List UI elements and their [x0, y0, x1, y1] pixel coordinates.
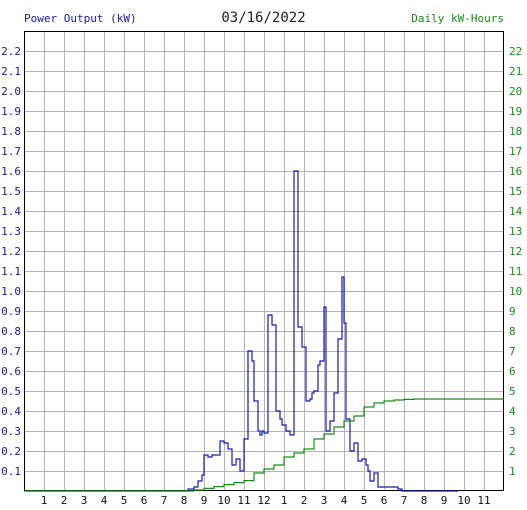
- x-tick-label: 2: [301, 494, 308, 507]
- right-y-tick-label: 21: [509, 65, 522, 78]
- right-axis-title: Daily kW-Hours: [411, 12, 504, 25]
- left-y-tick-label: 0.9: [1, 305, 21, 318]
- right-y-tick-label: 3: [509, 425, 516, 438]
- right-y-tick-label: 20: [509, 85, 522, 98]
- plot-frame: [24, 31, 504, 491]
- x-tick-label: 9: [201, 494, 208, 507]
- left-y-tick-label: 1.7: [1, 145, 21, 158]
- left-y-tick-label: 0.5: [1, 385, 21, 398]
- left-y-tick-label: 0.8: [1, 325, 21, 338]
- x-tick-label: 10: [217, 494, 230, 507]
- right-y-tick-label: 6: [509, 365, 516, 378]
- right-y-tick-label: 13: [509, 225, 522, 238]
- x-tick-label: 12: [257, 494, 270, 507]
- right-y-tick-label: 14: [509, 205, 523, 218]
- x-tick-label: 11: [477, 494, 490, 507]
- left-y-tick-label: 2.1: [1, 65, 21, 78]
- chart-date-title: 03/16/2022: [221, 10, 306, 26]
- left-y-tick-label: 2.0: [1, 85, 21, 98]
- x-tick-label: 7: [161, 494, 168, 507]
- left-y-tick-label: 1.8: [1, 125, 21, 138]
- left-y-tick-label: 0.3: [1, 425, 21, 438]
- x-tick-label: 6: [381, 494, 388, 507]
- right-y-tick-label: 16: [509, 165, 522, 178]
- left-y-tick-label: 0.4: [1, 405, 21, 418]
- left-y-tick-label: 1.6: [1, 165, 21, 178]
- left-y-tick-label: 1.9: [1, 105, 21, 118]
- left-y-tick-label: 2.2: [1, 45, 21, 58]
- right-y-tick-label: 2: [509, 445, 516, 458]
- right-y-tick-label: 10: [509, 285, 522, 298]
- x-tick-label: 10: [457, 494, 470, 507]
- x-tick-label: 5: [121, 494, 128, 507]
- series-line-daily-kwh: [24, 398, 504, 492]
- right-y-tick-label: 8: [509, 325, 516, 338]
- left-y-tick-label: 1.5: [1, 185, 21, 198]
- left-y-tick-label: 1.1: [1, 265, 21, 278]
- right-y-tick-label: 5: [509, 385, 516, 398]
- left-y-tick-label: 0.1: [1, 465, 21, 478]
- right-y-tick-label: 4: [509, 405, 516, 418]
- x-tick-label: 9: [441, 494, 448, 507]
- right-y-tick-label: 17: [509, 145, 522, 158]
- x-tick-label: 8: [421, 494, 428, 507]
- right-y-tick-label: 7: [509, 345, 516, 358]
- x-tick-label: 1: [281, 494, 288, 507]
- left-y-tick-label: 0.6: [1, 365, 21, 378]
- x-tick-label: 2: [61, 494, 68, 507]
- x-tick-label: 11: [237, 494, 250, 507]
- right-y-tick-label: 18: [509, 125, 522, 138]
- right-y-tick-label: 15: [509, 185, 522, 198]
- left-y-tick-label: 1.0: [1, 285, 21, 298]
- right-y-tick-label: 11: [509, 265, 522, 278]
- left-y-tick-label: 1.2: [1, 245, 21, 258]
- x-tick-label: 3: [321, 494, 328, 507]
- x-tick-label: 5: [361, 494, 368, 507]
- left-y-tick-label: 0.2: [1, 445, 21, 458]
- right-y-tick-label: 1: [509, 465, 516, 478]
- left-y-tick-label: 1.4: [1, 205, 21, 218]
- x-tick-label: 6: [141, 494, 148, 507]
- left-axis-title: Power Output (kW): [24, 12, 137, 25]
- right-y-tick-label: 22: [509, 45, 522, 58]
- left-y-tick-label: 1.3: [1, 225, 21, 238]
- right-y-tick-label: 12: [509, 245, 522, 258]
- x-tick-label: 7: [401, 494, 408, 507]
- series-line-power-output: [24, 170, 458, 492]
- x-tick-label: 4: [341, 494, 348, 507]
- right-y-tick-label: 19: [509, 105, 522, 118]
- left-y-tick-label: 0.7: [1, 345, 21, 358]
- right-y-tick-label: 9: [509, 305, 516, 318]
- x-tick-label: 4: [101, 494, 108, 507]
- x-tick-label: 1: [41, 494, 48, 507]
- x-tick-label: 8: [181, 494, 188, 507]
- x-tick-label: 3: [81, 494, 88, 507]
